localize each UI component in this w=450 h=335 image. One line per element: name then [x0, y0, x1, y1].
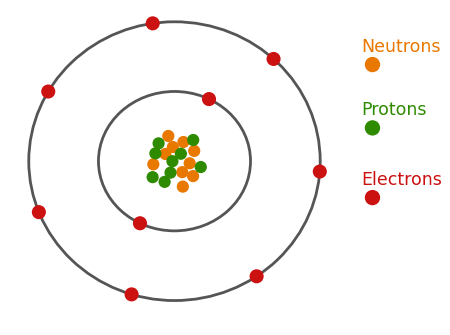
Text: Neutrons: Neutrons: [361, 38, 441, 56]
Circle shape: [184, 158, 195, 169]
Circle shape: [167, 156, 178, 166]
Circle shape: [189, 145, 200, 156]
Circle shape: [250, 270, 263, 283]
Circle shape: [365, 191, 379, 205]
Circle shape: [153, 138, 164, 149]
Circle shape: [178, 137, 189, 147]
Circle shape: [195, 162, 206, 173]
Circle shape: [167, 142, 178, 152]
Circle shape: [188, 135, 198, 145]
Circle shape: [150, 148, 161, 159]
Circle shape: [147, 172, 158, 183]
Circle shape: [125, 288, 138, 301]
Text: Protons: Protons: [361, 102, 427, 120]
Circle shape: [202, 93, 216, 106]
Circle shape: [177, 181, 188, 192]
Circle shape: [177, 167, 188, 178]
Circle shape: [163, 131, 174, 141]
Circle shape: [160, 149, 171, 159]
Circle shape: [365, 58, 379, 71]
Circle shape: [148, 159, 159, 170]
Circle shape: [42, 85, 54, 98]
Circle shape: [188, 171, 198, 182]
Circle shape: [165, 167, 176, 178]
Circle shape: [134, 217, 146, 229]
Circle shape: [32, 206, 45, 218]
Circle shape: [146, 17, 159, 30]
Circle shape: [314, 165, 326, 178]
Circle shape: [365, 121, 379, 135]
Circle shape: [176, 148, 186, 159]
Circle shape: [267, 53, 280, 65]
Circle shape: [159, 177, 170, 187]
Text: Electrons: Electrons: [361, 171, 442, 189]
